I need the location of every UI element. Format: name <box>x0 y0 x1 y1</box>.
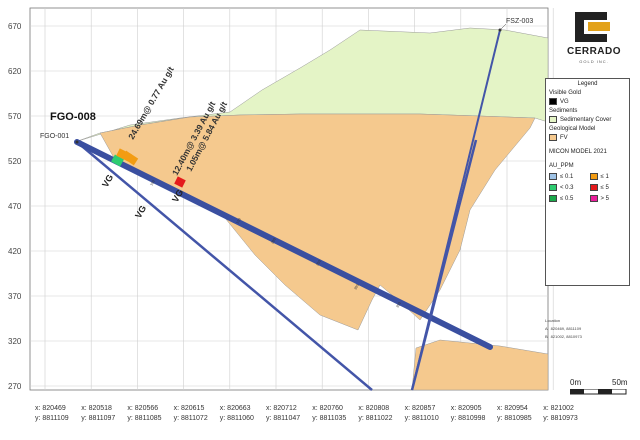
x-tick-northing: y: 8811022 <box>358 415 392 422</box>
legend-panel: Legend Visible Gold VG Sediments Sedimen… <box>545 78 630 286</box>
y-tick-label: 370 <box>8 292 22 301</box>
x-tick-easting: x: 820615 <box>174 405 205 412</box>
x-tick-northing: y: 8811035 <box>312 415 346 422</box>
au-bin-swatch <box>589 195 598 202</box>
legend-au-bin: ≤ 5 <box>589 184 627 191</box>
au-bin-swatch <box>589 184 598 191</box>
drillhole-steep-trace <box>410 139 478 391</box>
logo-brand: CERRADO <box>566 46 622 57</box>
x-tick-northing: y: 8811085 <box>127 415 161 422</box>
legend-model-note: MICON MODEL 2021 <box>549 149 607 155</box>
au-bin-label: ≤ 0.1 <box>560 173 574 180</box>
x-tick-easting: x: 820808 <box>358 405 389 412</box>
legend-sediments-item: Sedimentary Cover <box>549 116 626 123</box>
svg-text:250: 250 <box>315 259 321 266</box>
legend-au-bins: ≤ 0.1 ≤ 1 < 0.3 ≤ 5 ≤ 0.5 > 5 <box>549 171 626 202</box>
y-tick-label: 620 <box>8 67 22 76</box>
scale-start-label: 0m <box>570 378 582 387</box>
au-bin-swatch <box>549 173 557 180</box>
legend-au-bin: ≤ 0.5 <box>549 195 586 202</box>
x-tick-easting: x: 820469 <box>35 405 66 412</box>
company-logo: CERRADO GOLD INC. <box>558 8 630 74</box>
y-tick-label: 470 <box>8 202 22 211</box>
x-tick-northing: y: 8811072 <box>174 415 208 422</box>
svg-text:300: 300 <box>353 283 359 290</box>
x-tick-easting: x: 820712 <box>266 405 297 412</box>
legend-visible-gold-item: VG <box>549 98 626 105</box>
svg-text:200: 200 <box>270 237 276 244</box>
y-tick-label: 670 <box>8 22 22 31</box>
x-tick-easting: x: 821002 <box>543 405 574 412</box>
svg-text:150: 150 <box>235 217 241 224</box>
drillhole-label-fsz-003: FSZ-003 <box>506 18 533 25</box>
x-tick-easting: x: 820760 <box>312 405 343 412</box>
x-tick-northing: y: 8810973 <box>543 415 578 422</box>
collar-marker <box>75 140 79 144</box>
legend-au-header: AU_PPM <box>549 163 574 169</box>
au-bin-label: ≤ 5 <box>600 184 609 191</box>
y-tick-label: 520 <box>8 157 22 166</box>
depth-ticks: 100 150 200 250 300 350 <box>149 179 401 308</box>
legend-geo-header: Geological Model <box>549 126 596 132</box>
company-logo-mark <box>575 12 610 42</box>
x-tick-northing: y: 8811060 <box>220 415 254 422</box>
x-tick-easting: x: 820905 <box>451 405 482 412</box>
x-tick-easting: x: 820954 <box>497 405 528 412</box>
legend-visible-gold-header: Visible Gold <box>549 90 581 96</box>
fv-unit <box>99 113 536 331</box>
scale-bar-graphic <box>570 389 627 395</box>
legend-geo-item: FV <box>549 134 626 141</box>
au-bin-swatch <box>549 195 557 202</box>
legend-au-bin: ≤ 1 <box>589 173 627 180</box>
x-tick-northing: y: 8810985 <box>497 415 532 422</box>
legend-au-bin: ≤ 0.1 <box>549 173 586 180</box>
legend-au-bin: > 5 <box>589 195 627 202</box>
au-bin-label: ≤ 1 <box>600 173 609 180</box>
drillhole-fgo-008-trace <box>74 139 493 350</box>
x-tick-northing: y: 8811010 <box>405 415 439 422</box>
au-bin-label: > 5 <box>600 195 610 202</box>
x-tick-easting: x: 820663 <box>220 405 251 412</box>
au-bin-label: ≤ 0.5 <box>560 195 574 202</box>
y-axis-ticks: 670 620 570 520 470 420 370 320 270 <box>8 22 22 391</box>
sedimentary-cover-swatch <box>549 116 557 123</box>
fv-swatch <box>549 134 557 141</box>
vg-label-1: VG <box>100 173 115 189</box>
legend-sediments-header: Sediments <box>549 108 578 114</box>
svg-text:100: 100 <box>149 179 155 186</box>
legend-title: Legend <box>577 81 598 87</box>
au-bin-label: < 0.3 <box>560 184 574 191</box>
drillhole-shallow-trace <box>76 141 373 391</box>
fv-unit-lower <box>411 339 549 391</box>
y-tick-label: 570 <box>8 112 22 121</box>
assay-segments <box>111 148 186 188</box>
scale-end-label: 50m <box>612 378 628 387</box>
x-tick-northing: y: 8811109 <box>35 415 69 422</box>
y-tick-label: 270 <box>8 382 22 391</box>
au-bin-swatch <box>589 173 598 180</box>
drillhole-label-main: FGO-008 <box>50 111 96 123</box>
scale-bar: 0m 50m <box>568 378 632 400</box>
logo-subtitle: GOLD INC. <box>579 59 609 64</box>
x-tick-northing: y: 8811047 <box>266 415 300 422</box>
x-axis-ticks: x: 820469 y: 8811109 x: 820518 y: 8811097 x:… <box>35 405 578 422</box>
x-tick-northing: y: 8811097 <box>81 415 115 422</box>
drillhole-label-fgo-001: FGO-001 <box>40 133 69 140</box>
legend-au-bin: < 0.3 <box>549 184 586 191</box>
svg-text:350: 350 <box>395 301 401 308</box>
location-b: B 821002, 8810973 <box>545 334 582 339</box>
x-tick-easting: x: 820857 <box>405 405 436 412</box>
x-tick-easting: x: 820518 <box>81 405 112 412</box>
location-title: Location <box>545 318 561 323</box>
au-bin-swatch <box>549 184 557 191</box>
location-panel: Location A 820469, 8811109 B 821002, 881… <box>545 318 630 358</box>
visible-gold-swatch <box>549 98 557 105</box>
x-tick-northing: y: 8810998 <box>451 415 486 422</box>
location-a: A 820469, 8811109 <box>545 326 582 331</box>
y-tick-label: 420 <box>8 247 22 256</box>
x-tick-easting: x: 820566 <box>127 405 158 412</box>
y-tick-label: 320 <box>8 337 22 346</box>
